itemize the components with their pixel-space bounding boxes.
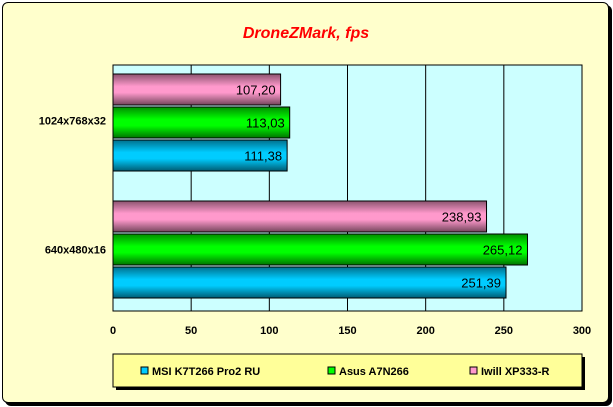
- x-tick-label: 50: [185, 325, 197, 337]
- legend-label: MSI K7T266 Pro2 RU: [152, 366, 260, 378]
- x-tick-label: 300: [573, 325, 591, 337]
- legend-box: [112, 353, 583, 388]
- data-label: 238,93: [442, 210, 482, 225]
- y-category-label: 1024x768x32: [39, 116, 106, 128]
- x-tick-label: 250: [495, 325, 513, 337]
- x-tick-label: 100: [260, 325, 278, 337]
- legend-label: Asus A7N266: [339, 366, 409, 378]
- y-category-label: 640x480x16: [45, 245, 106, 257]
- bar: [112, 200, 488, 233]
- legend-swatch: [140, 366, 149, 375]
- x-tick-label: 150: [338, 325, 356, 337]
- bar: [112, 233, 528, 266]
- data-label: 111,38: [244, 149, 282, 164]
- data-label: 251,39: [461, 276, 501, 291]
- legend-swatch: [469, 366, 478, 375]
- bar: [112, 73, 282, 106]
- bar: [112, 266, 507, 299]
- chart-title: DroneZMark, fps: [243, 25, 369, 42]
- legend-swatch: [327, 366, 336, 375]
- data-label: 113,03: [246, 116, 285, 131]
- bar: [112, 106, 291, 139]
- data-label: 107,20: [236, 83, 276, 98]
- x-tick-label: 200: [416, 325, 434, 337]
- x-tick-label: 0: [110, 325, 116, 337]
- data-label: 265,12: [483, 243, 523, 258]
- bar: [112, 139, 288, 172]
- legend-label: Iwill XP333-R: [481, 366, 550, 378]
